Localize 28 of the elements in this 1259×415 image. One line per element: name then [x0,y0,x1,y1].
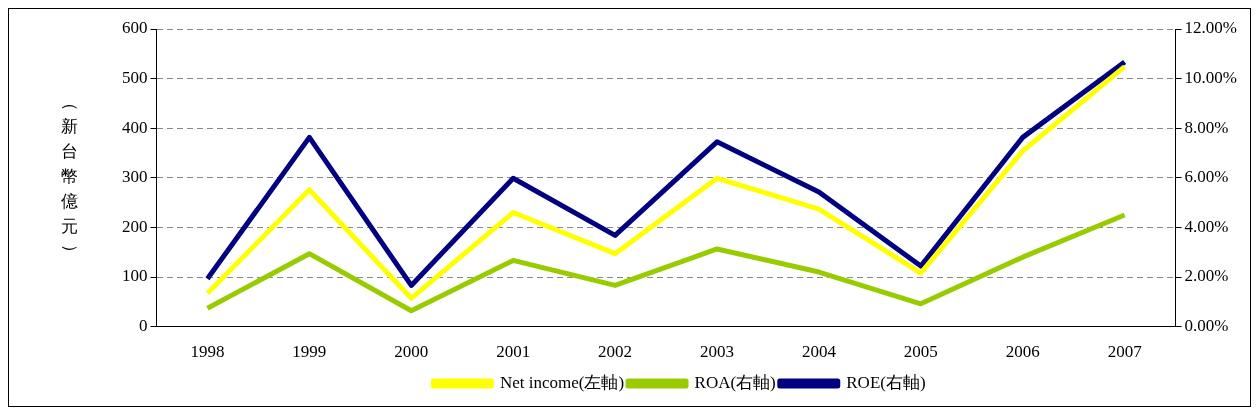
y-tick-label: 400 [122,117,148,137]
x-tick-label: 1999 [292,342,327,362]
x-tick-label: 1998 [190,342,225,362]
y2-tick-label: 12.00% [1184,18,1238,38]
y2-tick-label: 6.00% [1184,167,1229,187]
x-tick-label: 2006 [1005,342,1040,362]
x-tick-label: 2005 [903,342,938,362]
legend-label: ROA(右軸) [694,372,776,392]
y2-tick-label: 10.00% [1184,68,1238,88]
y-tick-label: 500 [122,68,148,88]
y-tick-label: 0 [139,316,148,336]
y2-tick-label: 0.00% [1184,316,1229,336]
y2-tick-label: 4.00% [1184,216,1229,236]
x-tick-label: 2000 [394,342,429,362]
y2-tick-label: 8.00% [1184,117,1229,137]
legend-label: ROE(右軸) [846,372,926,392]
x-tick-label: 2001 [496,342,531,362]
y-tick-label: 200 [122,216,148,236]
y-tick-label: 300 [122,167,148,187]
x-tick-label: 2002 [598,342,633,362]
x-tick-label: 2007 [1107,342,1143,362]
legend-label: Net income(左軸) [499,372,625,392]
y-axis-title: （新台幣億元） [60,94,80,262]
x-tick-label: 2004 [801,342,837,362]
y2-tick-label: 2.00% [1184,266,1229,286]
x-tick-label: 2003 [700,342,734,362]
y-tick-label: 100 [122,266,148,286]
y-tick-label: 600 [122,18,148,38]
